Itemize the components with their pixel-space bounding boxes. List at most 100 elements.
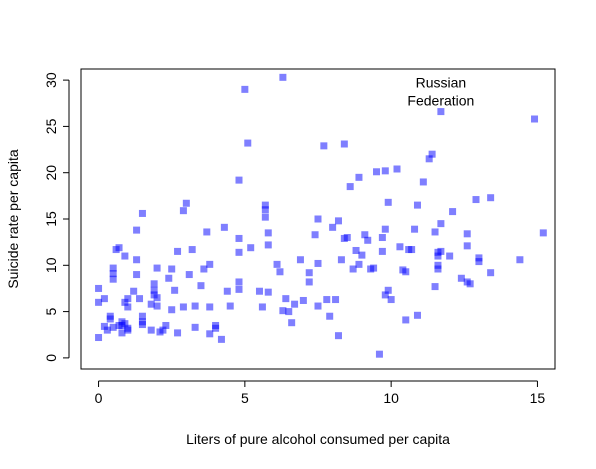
y-tick-label: 30 [43, 72, 59, 88]
x-tick-label: 0 [95, 390, 103, 406]
data-point [437, 220, 445, 228]
data-point [434, 252, 442, 260]
data-point [162, 321, 170, 329]
data-point [106, 312, 114, 320]
data-point [264, 241, 272, 249]
data-point [370, 264, 378, 272]
data-point [220, 223, 228, 231]
data-point [203, 228, 211, 236]
data-point [115, 244, 123, 252]
data-point [261, 206, 269, 214]
data-point [375, 350, 383, 358]
data-point [223, 287, 231, 295]
data-point [130, 287, 138, 295]
data-point [165, 274, 173, 282]
data-point [516, 256, 524, 264]
data-point [182, 199, 190, 207]
x-axis: 0 5 10 15 [95, 380, 545, 406]
data-point [226, 302, 234, 310]
data-point [282, 295, 290, 303]
data-point [109, 264, 117, 272]
data-point [487, 269, 495, 277]
data-point [378, 247, 386, 255]
data-point [373, 168, 381, 176]
data-point [235, 234, 243, 242]
data-point [323, 296, 331, 304]
data-point [463, 242, 471, 250]
plot-frame [80, 68, 556, 370]
data-point [285, 308, 293, 316]
data-point [475, 254, 483, 262]
data-point [153, 302, 161, 310]
data-point [346, 183, 354, 191]
data-point [197, 282, 205, 290]
data-point [431, 283, 439, 291]
data-point [437, 108, 445, 116]
data-point [206, 260, 214, 268]
data-point [191, 302, 199, 310]
data-point [402, 268, 410, 276]
y-tick-label: 25 [43, 118, 59, 134]
data-point [396, 243, 404, 251]
data-point [425, 155, 433, 163]
data-point [381, 291, 389, 299]
data-point [381, 225, 389, 233]
data-point [206, 330, 214, 338]
data-point [434, 261, 442, 269]
data-point [138, 312, 146, 320]
data-point [109, 270, 117, 278]
data-point [296, 256, 304, 264]
data-point [171, 286, 179, 294]
data-point [212, 324, 220, 332]
data-point [384, 286, 392, 294]
data-point [326, 312, 334, 320]
data-point [463, 230, 471, 238]
data-point [95, 334, 103, 342]
data-point [446, 252, 454, 260]
data-points [95, 73, 547, 358]
data-point [235, 278, 243, 286]
y-tick-label: 15 [43, 211, 59, 227]
data-point [411, 225, 419, 233]
data-point [329, 223, 337, 231]
data-point [124, 295, 132, 303]
data-point [384, 198, 392, 206]
data-point [185, 271, 193, 279]
data-point [332, 296, 340, 304]
annotation-line: Federation [407, 93, 474, 109]
data-point [124, 324, 132, 332]
data-point [434, 265, 442, 273]
y-tick-label: 20 [43, 165, 59, 181]
data-point [349, 265, 357, 273]
data-point [487, 194, 495, 202]
x-axis-label: Liters of pure alcohol consumed per capi… [186, 431, 450, 447]
data-point [340, 140, 348, 148]
data-point [95, 298, 103, 306]
data-point [393, 165, 401, 173]
data-point [95, 284, 103, 292]
data-point [191, 323, 199, 331]
data-point [381, 167, 389, 175]
data-point [428, 150, 436, 158]
data-point [153, 264, 161, 272]
data-point [103, 326, 111, 334]
data-point [121, 320, 129, 328]
data-point [188, 246, 196, 254]
data-point [235, 285, 243, 293]
data-point [261, 213, 269, 221]
data-point [334, 217, 342, 225]
data-point [136, 295, 144, 303]
data-point [539, 229, 547, 237]
data-point [244, 139, 252, 147]
data-point [320, 142, 328, 150]
data-point [305, 269, 313, 277]
data-point [276, 268, 284, 276]
data-point [235, 176, 243, 184]
data-point [200, 265, 208, 273]
data-point [387, 296, 395, 304]
data-point [475, 258, 483, 266]
data-point [355, 260, 363, 268]
data-point [133, 271, 141, 279]
y-tick-label: 5 [43, 307, 59, 315]
data-point [449, 208, 457, 216]
